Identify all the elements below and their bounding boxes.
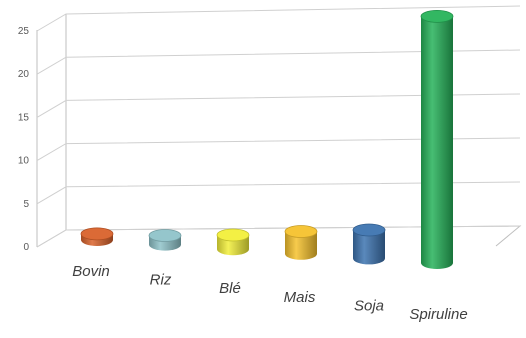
bar-top xyxy=(420,9,454,23)
gridline xyxy=(36,49,521,75)
bar-riz xyxy=(148,229,182,251)
bar-bovin xyxy=(80,227,114,246)
x-tick-label: Mais xyxy=(284,289,316,306)
y-axis: 0 5 10 15 20 25 xyxy=(18,26,30,253)
gridline xyxy=(36,137,521,162)
bar-top xyxy=(284,225,318,238)
bar-blé xyxy=(216,228,250,256)
y-tick-label: 0 xyxy=(23,242,29,253)
y-tick-label: 25 xyxy=(18,26,30,37)
x-tick-label: Riz xyxy=(150,272,172,289)
bar-body xyxy=(353,229,385,265)
bars xyxy=(80,9,454,270)
gridline xyxy=(36,93,521,118)
bar-soja xyxy=(352,223,386,265)
bar-body xyxy=(421,16,453,270)
gridline xyxy=(36,5,521,32)
y-tick-label: 5 xyxy=(23,199,29,210)
y-tick-label: 15 xyxy=(18,112,30,123)
bar-top xyxy=(80,227,114,241)
bar-top xyxy=(352,223,386,237)
y-tick-label: 20 xyxy=(18,69,30,80)
bar-spiruline xyxy=(420,9,454,270)
y-tick-label: 10 xyxy=(18,156,30,167)
bar-top xyxy=(148,229,182,242)
x-tick-label: Soja xyxy=(354,297,384,314)
bar-mais xyxy=(284,225,318,260)
bar-body xyxy=(285,231,317,260)
x-tick-label: Blé xyxy=(219,280,241,297)
x-tick-label: Spiruline xyxy=(409,306,467,323)
x-axis-labels: Bovin Riz Blé Mais Soja Spiruline xyxy=(72,263,467,323)
bar-top xyxy=(216,228,250,242)
gridlines xyxy=(36,5,522,248)
gridline xyxy=(36,181,521,205)
x-tick-label: Bovin xyxy=(72,263,110,280)
